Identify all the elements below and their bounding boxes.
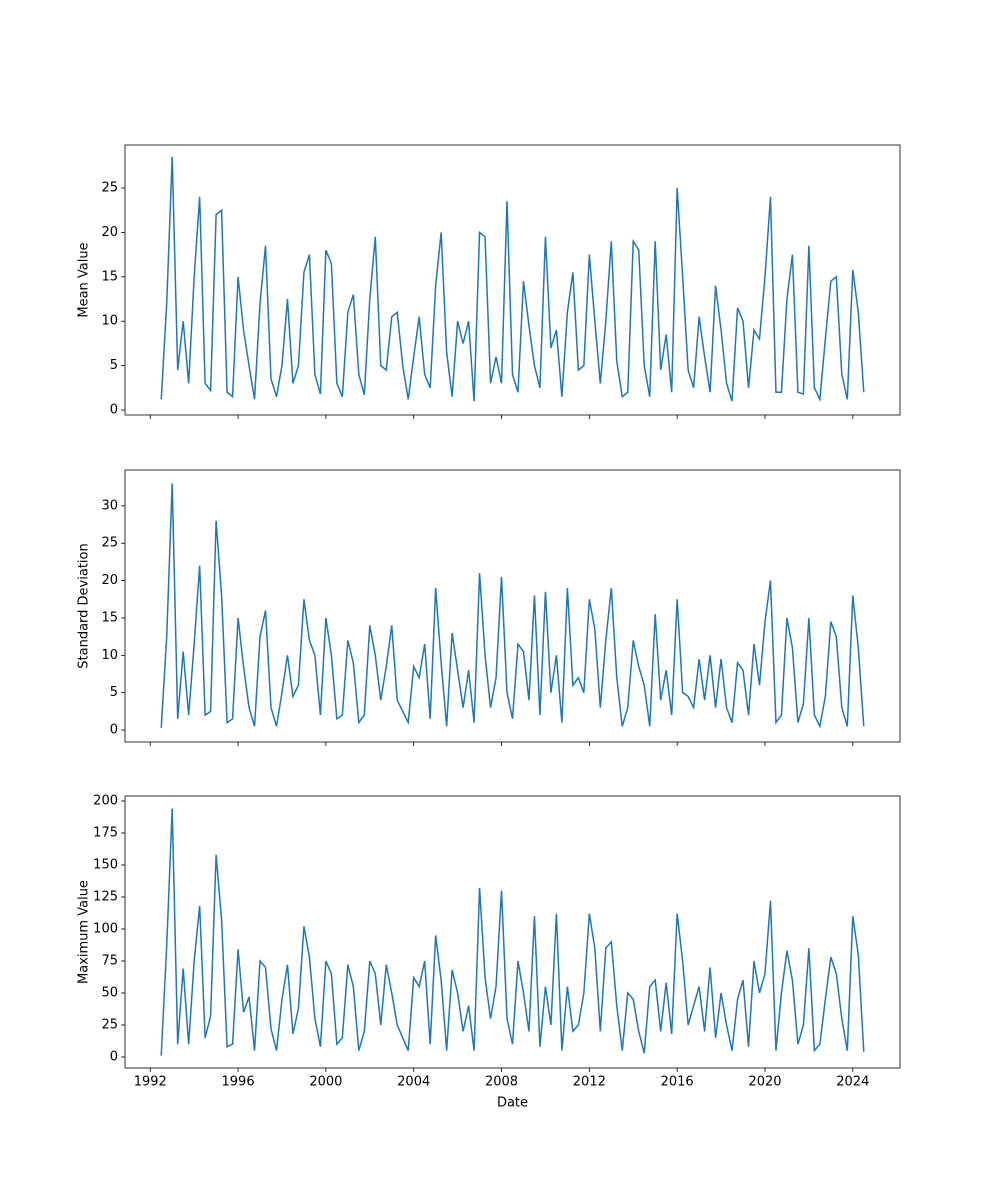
- y-tick-label: 200: [93, 793, 118, 808]
- data-line: [160, 156, 865, 403]
- x-axis-label: Date: [497, 1096, 528, 1111]
- y-tick-label: 75: [101, 953, 118, 968]
- x-tick-label: 2024: [836, 1075, 869, 1090]
- axes-frame: [124, 795, 901, 1069]
- x-tick-label: 2016: [661, 1075, 694, 1090]
- y-tick-label: 175: [93, 825, 118, 840]
- y-tick-label: 20: [101, 573, 118, 588]
- axes-frame: [124, 144, 901, 416]
- y-tick-label: 125: [93, 889, 118, 904]
- y-tick-label: 20: [101, 225, 118, 240]
- y-tick-label: 15: [101, 610, 118, 625]
- y-axis-label: Standard Deviation: [77, 543, 92, 668]
- y-tick-label: 5: [110, 358, 118, 373]
- y-tick-label: 0: [110, 723, 118, 738]
- y-tick-label: 150: [93, 857, 118, 872]
- y-tick-label: 10: [101, 648, 118, 663]
- x-tick-label: 2000: [309, 1075, 342, 1090]
- data-line: [160, 483, 865, 729]
- x-tick-label: 2008: [485, 1075, 518, 1090]
- y-tick-label: 0: [110, 1049, 118, 1064]
- y-tick-label: 10: [101, 314, 118, 329]
- y-tick-label: 5: [110, 685, 118, 700]
- y-tick-label: 25: [101, 180, 118, 195]
- y-tick-label: 30: [101, 498, 118, 513]
- x-tick-label: 1992: [134, 1075, 167, 1090]
- y-tick-label: 25: [101, 536, 118, 551]
- data-line: [160, 808, 865, 1056]
- x-tick-label: 1996: [222, 1075, 255, 1090]
- y-axis-label: Maximum Value: [77, 880, 92, 984]
- x-tick-label: 2020: [748, 1075, 781, 1090]
- x-tick-label: 2012: [573, 1075, 606, 1090]
- x-tick-label: 2004: [397, 1075, 430, 1090]
- axes-frame: [124, 469, 901, 743]
- y-tick-label: 50: [101, 985, 118, 1000]
- y-tick-label: 15: [101, 269, 118, 284]
- y-axis-label: Mean Value: [77, 242, 92, 317]
- y-tick-label: 100: [93, 921, 118, 936]
- y-tick-label: 25: [101, 1017, 118, 1032]
- y-tick-label: 0: [110, 403, 118, 418]
